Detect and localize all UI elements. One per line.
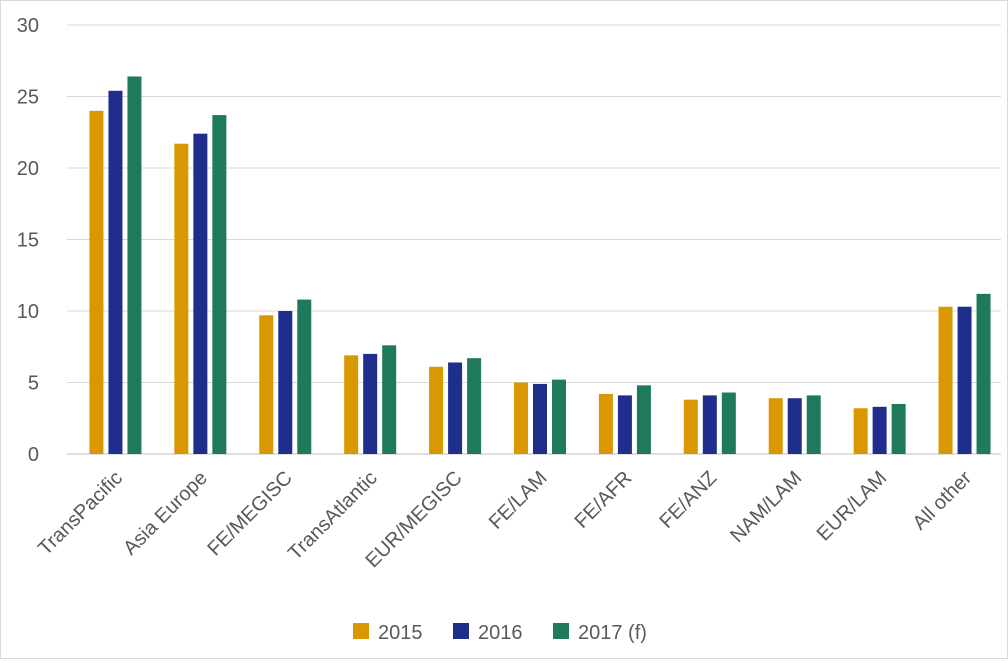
bar-2017-f-transatlantic bbox=[382, 345, 397, 454]
y-tick-label: 30 bbox=[17, 15, 39, 37]
y-tick-label: 25 bbox=[17, 87, 39, 109]
y-tick-label: 10 bbox=[17, 301, 39, 323]
bar-2016-fe-megisc bbox=[278, 311, 293, 454]
x-category-label: EUR/LAM bbox=[813, 467, 891, 545]
bar-2016-nam-lam bbox=[787, 398, 802, 454]
x-category-label: FE/ANZ bbox=[656, 467, 722, 533]
bar-2017-f-fe-afr bbox=[636, 385, 651, 454]
x-category-label: TransPacific bbox=[34, 467, 127, 560]
x-category-label: FE/AFR bbox=[571, 467, 637, 533]
bar-2015-nam-lam bbox=[768, 398, 783, 454]
legend-swatch bbox=[453, 623, 469, 639]
bar-2015-fe-lam bbox=[514, 382, 528, 454]
bar-2017-f-asia-europe bbox=[212, 115, 227, 454]
legend-label: 2017 (f) bbox=[578, 622, 647, 644]
x-category-label: Asia Europe bbox=[119, 467, 212, 560]
x-category-label: NAM/LAM bbox=[726, 467, 806, 547]
bar-2017-f-fe-anz bbox=[721, 392, 736, 454]
x-category-label: FE/MEGISC bbox=[203, 467, 296, 560]
bar-2015-eur-lam bbox=[853, 408, 868, 454]
legend: 2015 2016 2017 (f) bbox=[353, 622, 647, 644]
bar-2017-f-all-other bbox=[976, 293, 991, 454]
bar-2015-all-other bbox=[938, 306, 953, 454]
bar-2016-all-other bbox=[957, 306, 972, 454]
bar-2016-transatlantic bbox=[363, 353, 378, 454]
y-tick-label: 5 bbox=[28, 373, 39, 395]
bar-2015-transpacific bbox=[89, 110, 104, 455]
bar-2017-f-fe-megisc bbox=[297, 299, 312, 454]
bar-2017-f-eur-lam bbox=[891, 403, 906, 454]
bar-2015-asia-europe bbox=[174, 143, 189, 454]
bar-2017-f-eur-megisc bbox=[467, 358, 482, 454]
y-tick-label: 20 bbox=[17, 158, 39, 180]
y-tick-label: 0 bbox=[28, 444, 39, 466]
bar-2017-f-fe-lam bbox=[552, 379, 566, 454]
bar-2015-eur-megisc bbox=[429, 366, 444, 454]
y-axis: 0 5 10 15 20 25 30 bbox=[17, 15, 39, 466]
legend-label: 2015 bbox=[378, 622, 423, 644]
bar-2015-fe-afr bbox=[598, 393, 613, 454]
bar-2016-transpacific bbox=[108, 90, 123, 454]
legend-swatch bbox=[553, 623, 569, 639]
legend-swatch bbox=[353, 623, 369, 639]
legend-label: 2016 bbox=[478, 622, 523, 644]
bars-layer bbox=[89, 76, 991, 455]
bar-2016-eur-megisc bbox=[448, 362, 463, 454]
bar-2015-fe-anz bbox=[683, 399, 698, 454]
bar-2016-fe-anz bbox=[702, 395, 717, 454]
bar-2016-eur-lam bbox=[872, 406, 887, 454]
bar-2016-asia-europe bbox=[193, 133, 208, 454]
x-category-label: All other bbox=[909, 467, 977, 535]
bar-2017-f-transpacific bbox=[127, 76, 142, 454]
bar-2016-fe-lam bbox=[533, 383, 547, 454]
bar-2015-transatlantic bbox=[344, 355, 359, 454]
x-category-label: FE/LAM bbox=[485, 467, 552, 534]
bar-2015-fe-megisc bbox=[259, 315, 274, 454]
bar-2017-f-nam-lam bbox=[806, 395, 821, 454]
bar-2016-fe-afr bbox=[617, 395, 632, 454]
y-tick-label: 15 bbox=[17, 230, 39, 252]
